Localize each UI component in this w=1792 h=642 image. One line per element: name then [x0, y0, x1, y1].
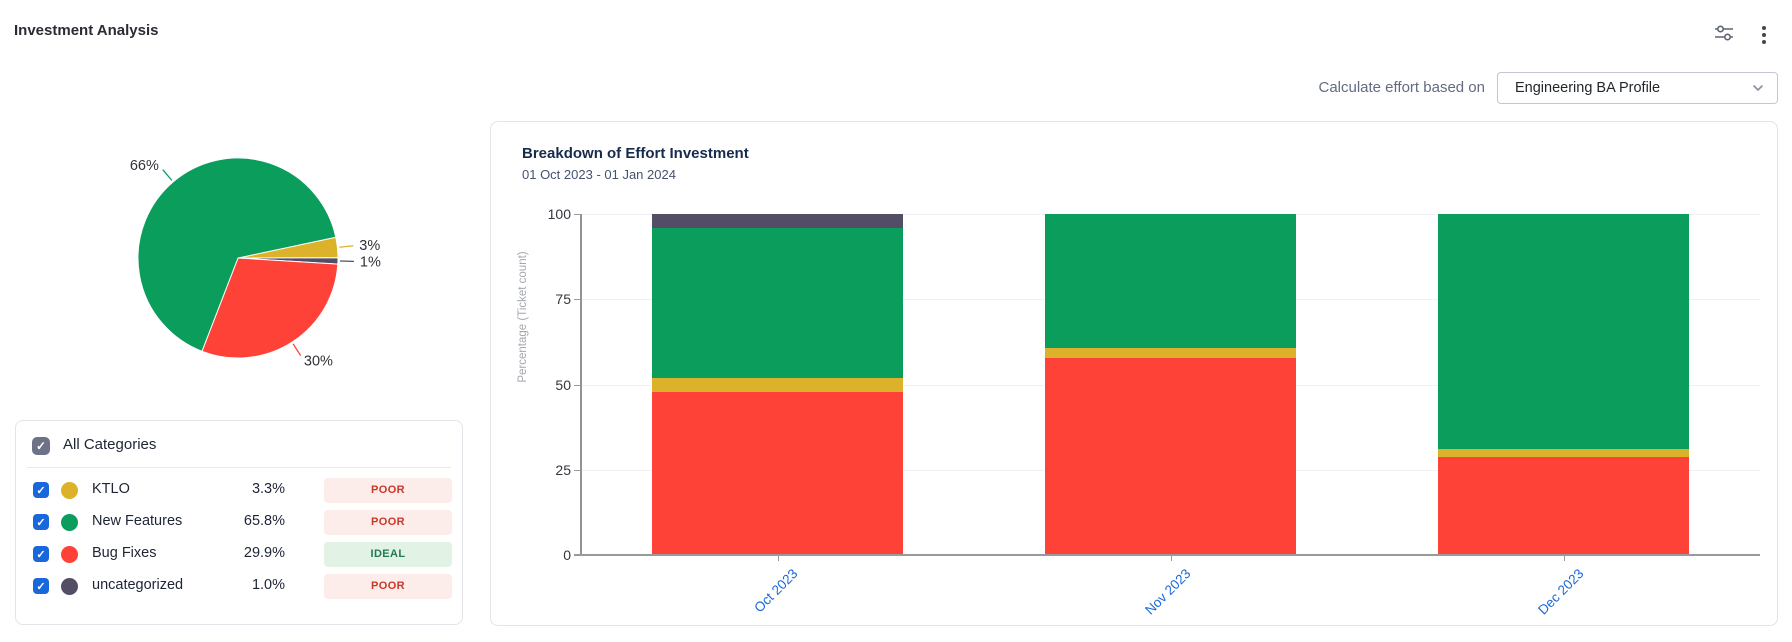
pie-slice-new-features[interactable]	[137, 157, 337, 352]
select-all-label: All Categories	[63, 436, 157, 453]
chart-settings-button[interactable]	[1710, 20, 1738, 48]
pie-slice-bug-fixes[interactable]	[201, 257, 339, 359]
x-axis-tick	[1563, 556, 1565, 561]
y-axis-tick-label: 75	[555, 291, 571, 308]
category-color-dot	[61, 513, 78, 531]
bar-segment-ktlo[interactable]	[652, 378, 903, 392]
pie-label-connector	[339, 245, 354, 248]
bar-segment-ktlo[interactable]	[1438, 449, 1689, 458]
category-percent: 65.8%	[243, 513, 285, 529]
category-status-badge: POOR	[324, 509, 452, 535]
pie-data-label: 30%	[304, 354, 333, 370]
chart-date-range: 01 Oct 2023 - 01 Jan 2024	[522, 167, 676, 182]
pie-label-connector	[292, 343, 302, 356]
category-row-uncategorized: uncategorized 1.0% POOR	[16, 570, 462, 602]
profile-dropdown[interactable]: Engineering BA Profile	[1497, 72, 1778, 104]
divider	[27, 467, 451, 468]
categories-panel: All Categories KTLO 3.3% POOR New Features 6…	[15, 420, 463, 625]
y-axis-tick-label: 0	[563, 547, 571, 563]
more-options-button[interactable]	[1748, 20, 1776, 48]
category-status-badge: POOR	[324, 573, 452, 599]
stacked-bar-plot: 0 25 50 75 100 Oct 2023 Nov 2023 Dec 2023	[548, 206, 1760, 617]
category-color-dot	[61, 481, 78, 499]
x-axis-category-label[interactable]: Dec 2023	[1534, 566, 1587, 618]
category-checkbox-bug-fixes[interactable]	[33, 546, 49, 562]
profile-dropdown-value: Engineering BA Profile	[1515, 80, 1661, 96]
y-axis-tick-label: 50	[555, 376, 571, 393]
category-percent: 1.0%	[251, 577, 285, 593]
x-axis-category-label[interactable]: Oct 2023	[750, 566, 801, 616]
y-axis-tick	[574, 469, 580, 471]
y-axis-tick-label: 25	[555, 461, 571, 478]
bar-segment-uncategorized[interactable]	[652, 214, 903, 228]
x-axis-category-label[interactable]: Nov 2023	[1141, 566, 1194, 618]
calculate-effort-label: Calculate effort based on	[1318, 79, 1485, 96]
bar-segment-new-features[interactable]	[1438, 214, 1689, 450]
category-row-ktlo: KTLO 3.3% POOR	[16, 474, 462, 506]
category-checkbox-ktlo[interactable]	[33, 482, 49, 498]
x-axis-tick	[777, 556, 779, 561]
sliders-icon	[1715, 25, 1733, 41]
bar-segment-new-features[interactable]	[652, 227, 903, 379]
category-color-dot	[61, 577, 78, 595]
category-label: New Features	[92, 513, 183, 529]
select-all-checkbox[interactable]	[32, 437, 50, 455]
category-percent: 29.9%	[243, 545, 285, 561]
page-title: Investment Analysis	[14, 22, 159, 39]
investment-pie-chart[interactable]: 3%1% 30% 66%	[30, 110, 450, 420]
pie-data-label: 3%	[359, 238, 380, 254]
bar-segment-ktlo[interactable]	[1045, 347, 1296, 358]
category-row-bug-fixes: Bug Fixes 29.9% IDEAL	[16, 538, 462, 570]
category-row-new-features: New Features 65.8% POOR	[16, 506, 462, 538]
bar-segment-bug-fixes[interactable]	[1045, 357, 1296, 555]
chart-title: Breakdown of Effort Investment	[522, 145, 749, 162]
effort-breakdown-card: Breakdown of Effort Investment 01 Oct 20…	[490, 121, 1778, 626]
category-label: Bug Fixes	[92, 545, 157, 561]
category-checkbox-new-features[interactable]	[33, 514, 49, 530]
category-label: uncategorized	[92, 577, 184, 593]
bar-segment-new-features[interactable]	[1045, 214, 1296, 348]
category-status-badge: IDEAL	[324, 541, 452, 567]
x-axis-tick	[1170, 556, 1172, 561]
category-checkbox-uncategorized[interactable]	[33, 578, 49, 594]
category-status-badge: POOR	[324, 477, 452, 503]
y-axis-tick-label: 100	[547, 206, 571, 222]
y-axis-tick	[574, 384, 580, 386]
y-axis-line	[580, 214, 582, 555]
y-axis-tick	[574, 299, 580, 301]
bar-segment-bug-fixes[interactable]	[1438, 457, 1689, 555]
y-axis-title: Percentage (Ticket count)	[517, 251, 529, 383]
pie-data-label: 1%	[360, 255, 381, 271]
y-axis-tick	[574, 214, 580, 215]
bar-segment-bug-fixes[interactable]	[652, 392, 903, 555]
category-percent: 3.3%	[251, 481, 285, 497]
chevron-down-icon	[1753, 85, 1763, 91]
category-label: KTLO	[92, 481, 130, 497]
kebab-menu-icon	[1762, 26, 1766, 44]
pie-label-connector	[162, 169, 173, 181]
x-axis-line	[574, 554, 1760, 556]
pie-data-label: 66%	[130, 158, 159, 174]
category-color-dot	[61, 545, 78, 563]
